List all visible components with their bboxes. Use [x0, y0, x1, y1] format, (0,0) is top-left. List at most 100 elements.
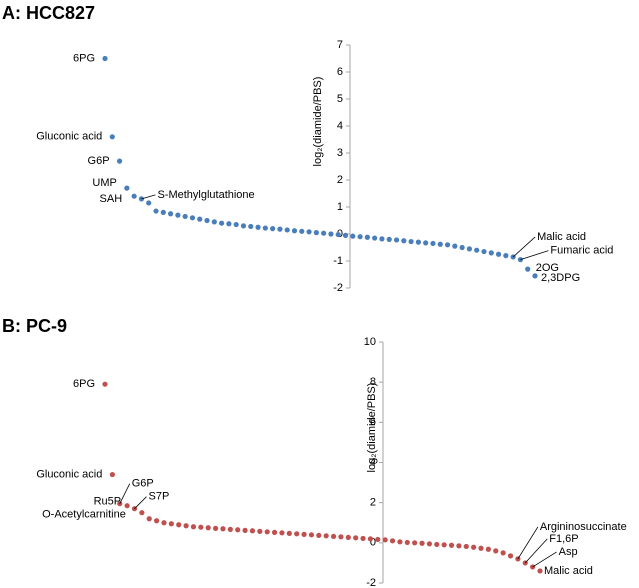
point-label: S-Methylglutathione	[157, 189, 254, 201]
data-point	[240, 223, 247, 229]
data-point	[301, 531, 307, 537]
data-point	[175, 212, 181, 218]
data-point	[350, 233, 356, 239]
point-label: F1,6P	[549, 533, 578, 545]
data-point	[353, 535, 359, 541]
data-point	[412, 540, 418, 546]
data-point	[419, 540, 425, 546]
data-point	[532, 273, 538, 279]
data-point	[323, 533, 329, 539]
leader-line	[512, 236, 536, 258]
data-point	[167, 211, 174, 217]
leader-line	[119, 483, 131, 504]
data-point	[500, 550, 506, 556]
point-label: 6PG	[73, 378, 95, 390]
leader-line	[532, 551, 557, 568]
data-point	[452, 243, 458, 249]
data-point	[481, 248, 487, 255]
data-point	[146, 200, 152, 206]
data-point	[495, 251, 502, 257]
data-point	[448, 542, 455, 548]
data-point	[364, 234, 370, 240]
data-point	[434, 541, 440, 548]
data-point	[360, 535, 366, 542]
data-point	[212, 525, 219, 531]
data-point	[321, 230, 327, 236]
data-point	[471, 544, 477, 550]
data-point	[372, 235, 378, 241]
y-tick-label: 5	[337, 93, 343, 105]
data-point	[426, 541, 433, 547]
data-point	[415, 239, 421, 245]
leader-line	[524, 538, 548, 564]
data-point	[441, 542, 447, 548]
data-point	[109, 471, 115, 478]
data-point	[242, 527, 248, 533]
data-point	[102, 381, 108, 387]
point-label: Fumaric acid	[550, 245, 613, 257]
panel-title: B: PC-9	[2, 316, 67, 336]
point-label: Asp	[559, 546, 578, 558]
data-point	[357, 234, 363, 240]
data-point	[205, 525, 211, 531]
data-point	[393, 237, 400, 243]
y-tick-label: 3	[337, 147, 343, 159]
point-label: 2OG	[536, 262, 559, 274]
data-point	[270, 226, 276, 232]
data-point	[262, 225, 268, 231]
data-point	[456, 543, 462, 549]
data-point	[248, 223, 254, 230]
y-axis-title: log₂(diamide/PBS)	[312, 77, 324, 167]
y-tick-label: 7	[337, 39, 343, 51]
data-point	[316, 532, 322, 539]
data-point	[299, 228, 305, 234]
data-point	[131, 193, 137, 199]
data-point	[116, 158, 123, 164]
data-point	[182, 213, 188, 220]
leader-line	[141, 194, 156, 200]
data-point	[198, 524, 204, 530]
data-point	[525, 266, 531, 272]
data-point	[308, 532, 315, 538]
y-tick-label: 10	[364, 336, 376, 348]
data-point	[124, 503, 130, 509]
data-point	[342, 232, 349, 238]
data-point	[423, 240, 429, 246]
data-point	[277, 226, 283, 232]
point-label: 6PG	[73, 52, 95, 64]
data-point	[382, 537, 388, 543]
data-point	[466, 246, 473, 252]
data-point	[211, 219, 217, 225]
data-point	[493, 548, 499, 554]
data-point	[189, 215, 196, 221]
y-tick-label: 8	[370, 376, 376, 388]
y-tick-label: 4	[337, 120, 343, 132]
data-point	[271, 529, 278, 535]
data-point	[197, 216, 203, 222]
data-point	[168, 521, 174, 527]
y-tick-label: 2	[370, 497, 376, 509]
y-tick-label: -2	[366, 577, 376, 588]
data-point	[338, 534, 344, 540]
data-point	[279, 530, 285, 536]
y-tick-label: 2	[337, 174, 343, 186]
data-point	[146, 516, 152, 522]
point-label: O-Acetylcarnitine	[42, 509, 126, 521]
data-point	[220, 526, 226, 532]
point-label: G6P	[132, 478, 154, 490]
data-point	[264, 529, 270, 535]
data-point	[154, 518, 160, 524]
y-tick-label: -2	[333, 282, 343, 294]
point-label: Malic acid	[537, 231, 586, 243]
data-point	[284, 227, 290, 233]
data-point	[345, 534, 351, 541]
point-label: Ru5P	[94, 496, 122, 508]
point-label: UMP	[92, 177, 116, 189]
data-point	[313, 230, 319, 236]
data-point	[507, 553, 514, 559]
data-point	[124, 185, 130, 191]
point-label: Gluconic acid	[36, 131, 102, 143]
point-label: 2,3DPG	[541, 272, 580, 284]
data-point	[139, 510, 145, 516]
